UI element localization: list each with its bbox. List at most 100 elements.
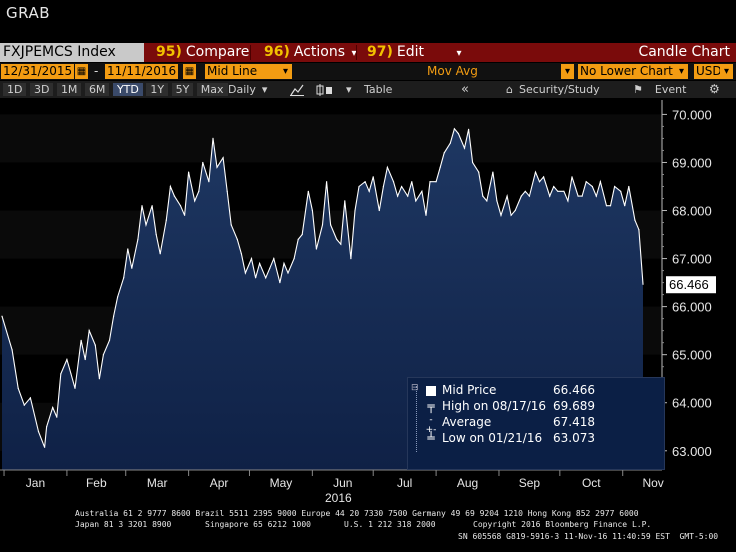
data-point: [23, 404, 25, 406]
range-button-ytd[interactable]: YTD: [112, 83, 143, 96]
y-tick-label: 67.000: [672, 252, 712, 267]
collapse-icon[interactable]: ⊟: [411, 383, 419, 393]
end-date-field[interactable]: 11/11/2016: [105, 64, 179, 79]
y-tick-label: 63.000: [672, 444, 712, 459]
legend-value: 67.418: [553, 415, 595, 429]
calendar-icon[interactable]: ▦: [75, 64, 88, 79]
data-point: [94, 344, 96, 346]
legend-row-low: ╧ Low on 01/21/16 63.073: [408, 431, 664, 447]
table-button[interactable]: Table: [364, 83, 393, 96]
data-point: [614, 185, 616, 188]
data-point: [605, 205, 608, 207]
data-point: [141, 205, 143, 207]
square-icon: [426, 386, 436, 396]
chevron-down-icon[interactable]: ▾: [720, 64, 733, 79]
high-marker-icon: ╤: [427, 399, 435, 413]
data-point: [478, 171, 480, 173]
actions-menu[interactable]: 96) Actions ▾: [264, 43, 357, 62]
data-point: [591, 185, 593, 188]
data-point: [415, 200, 417, 202]
data-point: [628, 185, 630, 188]
data-point: [524, 190, 526, 192]
frequency-select[interactable]: Daily ▾: [228, 81, 267, 98]
range-button-1y[interactable]: 1Y: [146, 83, 169, 96]
footer-contact-singapore: Singapore 65 6212 1000: [205, 520, 311, 529]
range-button-6m[interactable]: 6M: [84, 83, 110, 96]
legend-row-average: -+- Average 67.418: [408, 415, 664, 435]
data-point: [620, 190, 622, 192]
x-tick-label: Apr: [210, 476, 229, 490]
data-point: [273, 258, 275, 260]
line-type-select[interactable]: Mid Line: [205, 64, 283, 79]
data-point: [1, 315, 3, 317]
event-button[interactable]: ⚑ Event: [633, 81, 686, 98]
data-point: [159, 253, 161, 255]
lower-chart-select[interactable]: No Lower Chart: [578, 64, 676, 79]
average-marker-icon: -+-: [425, 415, 437, 435]
gear-icon[interactable]: ⚙: [709, 82, 720, 96]
data-point: [11, 349, 13, 351]
data-point: [165, 219, 167, 221]
data-point: [425, 214, 427, 216]
range-button-1d[interactable]: 1D: [3, 83, 27, 96]
compare-button[interactable]: 95) Compare: [156, 43, 249, 62]
flag-icon: ⚑: [633, 83, 643, 96]
data-point: [259, 262, 261, 264]
range-button-1m[interactable]: 1M: [56, 83, 82, 96]
data-point: [37, 431, 40, 433]
range-button-max[interactable]: Max: [196, 83, 228, 96]
y-tick-label: 66.000: [672, 300, 712, 315]
data-point: [287, 272, 289, 274]
data-point: [127, 248, 129, 250]
chevron-down-icon[interactable]: ▾: [346, 83, 352, 96]
data-point: [311, 209, 313, 212]
data-point: [52, 406, 54, 409]
data-point: [236, 238, 238, 240]
data-point: [378, 209, 380, 212]
footer: Australia 61 2 9777 8600 Brazil 5511 239…: [0, 508, 736, 552]
legend-label: High on 08/17/16: [442, 399, 547, 413]
data-point: [463, 147, 466, 149]
currency-select[interactable]: USD: [694, 64, 722, 79]
data-point: [609, 205, 612, 207]
data-point: [581, 195, 583, 197]
data-point: [202, 161, 204, 164]
data-point: [364, 181, 366, 183]
data-point: [293, 258, 295, 260]
data-point: [397, 195, 399, 197]
data-point: [301, 233, 303, 236]
data-point: [145, 224, 147, 226]
candle-style-icon[interactable]: [315, 81, 335, 98]
line-tool-icon[interactable]: [290, 81, 304, 98]
chevron-down-icon[interactable]: ▾: [675, 64, 688, 79]
chart-legend: Mid Price 66.466 ╤ High on 08/17/16 69.6…: [407, 377, 665, 470]
chevron-down-icon[interactable]: ▾: [279, 64, 292, 79]
data-point: [265, 277, 267, 279]
scroll-left-icon[interactable]: «: [461, 82, 469, 97]
data-point: [567, 200, 569, 202]
data-point: [642, 283, 644, 285]
data-point: [372, 176, 374, 178]
footer-contact-us: U.S. 1 212 318 2000: [344, 520, 436, 529]
data-point: [66, 358, 68, 361]
legend-label: Average: [442, 415, 492, 429]
mov-avg-label[interactable]: Mov Avg: [427, 64, 478, 78]
calendar-icon[interactable]: ▦: [183, 64, 196, 79]
compare-label: Compare: [185, 44, 250, 60]
data-point: [330, 224, 332, 226]
footer-copyright: Copyright 2016 Bloomberg Finance L.P.: [473, 520, 652, 529]
data-point: [624, 205, 626, 207]
security-study-button[interactable]: ⌂ Security/Study: [506, 81, 600, 98]
start-date-field[interactable]: 12/31/2015: [1, 64, 75, 79]
range-button-3d[interactable]: 3D: [29, 83, 54, 96]
last-value-label: 66.466: [669, 277, 709, 292]
ticker-field[interactable]: FXJPEMCS Index: [0, 43, 144, 62]
data-point: [269, 267, 271, 269]
range-button-5y[interactable]: 5Y: [171, 83, 194, 96]
chevron-down-icon[interactable]: ▾: [561, 64, 574, 79]
data-point: [472, 161, 474, 164]
y-tick-label: 68.000: [672, 204, 712, 219]
data-point: [599, 181, 602, 183]
edit-menu[interactable]: 97) Edit ▾: [367, 43, 462, 62]
data-point: [634, 219, 636, 221]
